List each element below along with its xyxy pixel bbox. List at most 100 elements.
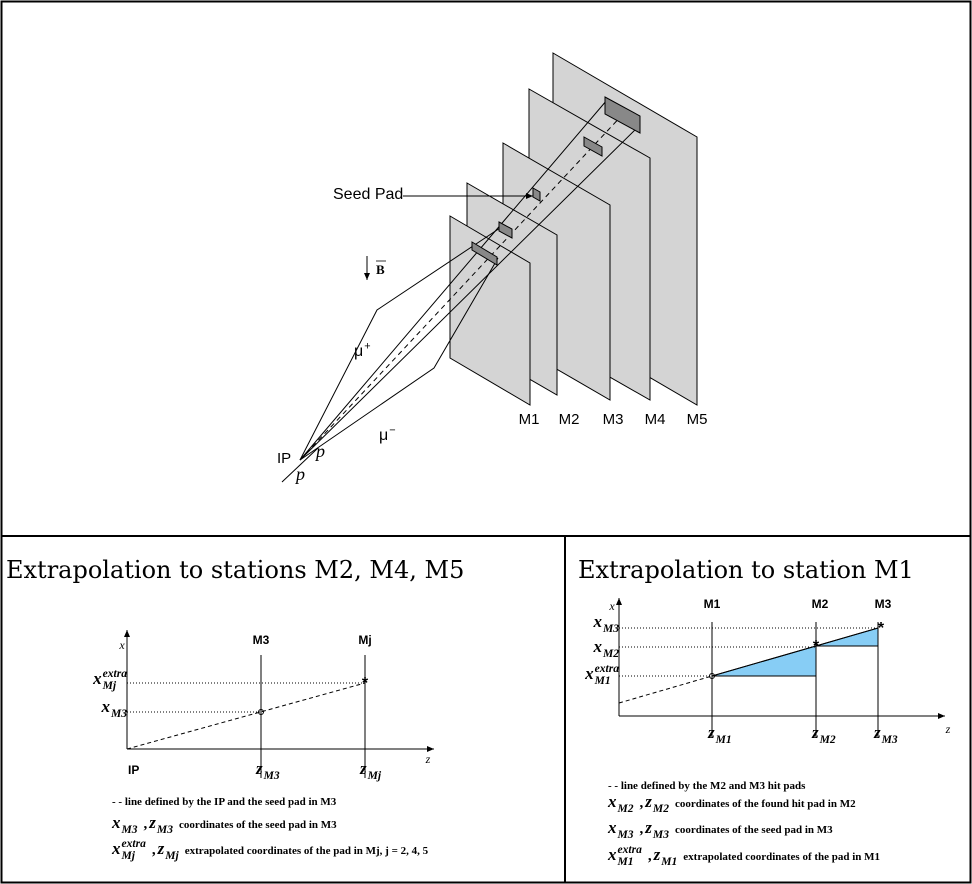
label: extrapolated coordinates of the pad in M…	[683, 851, 880, 863]
label: Mj	[358, 633, 371, 647]
label: zM1	[707, 723, 732, 746]
label-text: coordinates of the seed pad in M3	[179, 819, 337, 831]
station-label: M1	[704, 597, 721, 611]
label: M1	[704, 597, 721, 611]
extrapolation	[619, 676, 712, 703]
label: xM1extra	[607, 843, 642, 868]
proton-label: p	[294, 464, 305, 484]
label: zMj	[157, 839, 180, 862]
symbol-sub: M3	[110, 707, 127, 720]
label: μ−	[379, 424, 396, 444]
frame	[2, 2, 971, 883]
label-text: x	[608, 599, 615, 613]
symbol-base: μ	[354, 343, 363, 360]
symbol-sub: M1	[617, 855, 634, 868]
label-text: z	[945, 722, 951, 736]
symbol-base: z	[148, 813, 156, 832]
symbol-base: z	[359, 759, 367, 778]
station-label: M3	[603, 411, 624, 428]
label: coordinates of the found hit pad in M2	[675, 798, 856, 810]
symbol-sup: extra	[103, 667, 128, 680]
symbol-base: x	[607, 845, 617, 864]
label: xMjextra	[92, 667, 127, 692]
symbol-sub: M1	[660, 855, 677, 868]
label-text: - - line defined by the IP and the seed …	[112, 796, 337, 808]
planes	[450, 53, 697, 405]
symbol-sub: M3	[121, 823, 138, 836]
label: coordinates of the seed pad in M3	[179, 819, 337, 831]
label: - - line defined by the M2 and M3 hit pa…	[608, 780, 806, 792]
symbol-sup: extra	[122, 837, 147, 850]
symbol-base: z	[644, 792, 652, 811]
symbol-base: x	[607, 818, 617, 837]
label: xM3	[100, 697, 127, 720]
symbol-base: x	[592, 612, 602, 631]
label-text: ,	[144, 816, 148, 832]
label-text: ,	[152, 842, 156, 858]
symbol-base: z	[811, 723, 819, 742]
symbol-sup: +	[364, 340, 370, 352]
station-label: M1	[519, 411, 540, 428]
label: M2	[812, 597, 829, 611]
symbol-sup: −	[389, 424, 395, 436]
symbol-base: z	[157, 839, 165, 858]
label-text: IP	[128, 763, 139, 777]
label: x	[608, 599, 615, 613]
label: ,	[640, 795, 644, 811]
label: M3	[603, 411, 624, 428]
symbol-sub: M3	[617, 828, 634, 841]
label: ,	[648, 848, 652, 864]
label-text: ,	[640, 821, 644, 837]
symbol-sup: extra	[618, 843, 643, 856]
symbol-base: z	[707, 723, 715, 742]
label-text: coordinates of the found hit pad in M2	[675, 798, 856, 810]
symbol-sub: M1	[594, 674, 611, 687]
symbol-base: x	[92, 669, 102, 688]
label: coordinates of the seed pad in M3	[675, 824, 833, 836]
label-text: extrapolated coordinates of the pad in M…	[185, 845, 429, 857]
label-text: x	[118, 638, 125, 652]
label-text: extrapolated coordinates of the pad in M…	[683, 851, 880, 863]
symbol-sub: M2	[602, 647, 619, 660]
field-label: B	[376, 262, 385, 277]
symbol-base: x	[111, 839, 121, 858]
symbol-sub: Mj	[367, 769, 382, 782]
symbol-base: z	[653, 845, 661, 864]
symbol-sub: M3	[263, 769, 280, 782]
seed-pad-label: Seed Pad	[333, 186, 403, 203]
symbol-sub: Mj	[102, 679, 117, 692]
label-text: ,	[648, 848, 652, 864]
symbol-sub: M2	[652, 802, 669, 815]
label: IP	[128, 763, 139, 777]
star: *	[813, 638, 820, 655]
label-text: coordinates of the seed pad in M3	[675, 824, 833, 836]
label: ,	[144, 816, 148, 832]
label-text: ,	[640, 795, 644, 811]
station-label: M2	[559, 411, 580, 428]
label: M5	[687, 411, 708, 428]
symbol-base: x	[100, 697, 110, 716]
label: z	[945, 722, 951, 736]
label: zM3	[873, 723, 898, 746]
station-label: M2	[812, 597, 829, 611]
label: M2	[559, 411, 580, 428]
station-label: M5	[687, 411, 708, 428]
proton-label: p	[314, 441, 325, 461]
station-label: Mj	[358, 633, 371, 647]
label: extrapolated coordinates of the pad in M…	[185, 845, 429, 857]
label: z	[425, 752, 431, 766]
label-text: - - line defined by the M2 and M3 hit pa…	[608, 780, 806, 792]
symbol-sub: M2	[819, 733, 836, 746]
left-schematic	[127, 630, 434, 778]
label: xM1extra	[584, 662, 619, 687]
label-text: z	[425, 752, 431, 766]
symbol-base: μ	[379, 427, 388, 444]
